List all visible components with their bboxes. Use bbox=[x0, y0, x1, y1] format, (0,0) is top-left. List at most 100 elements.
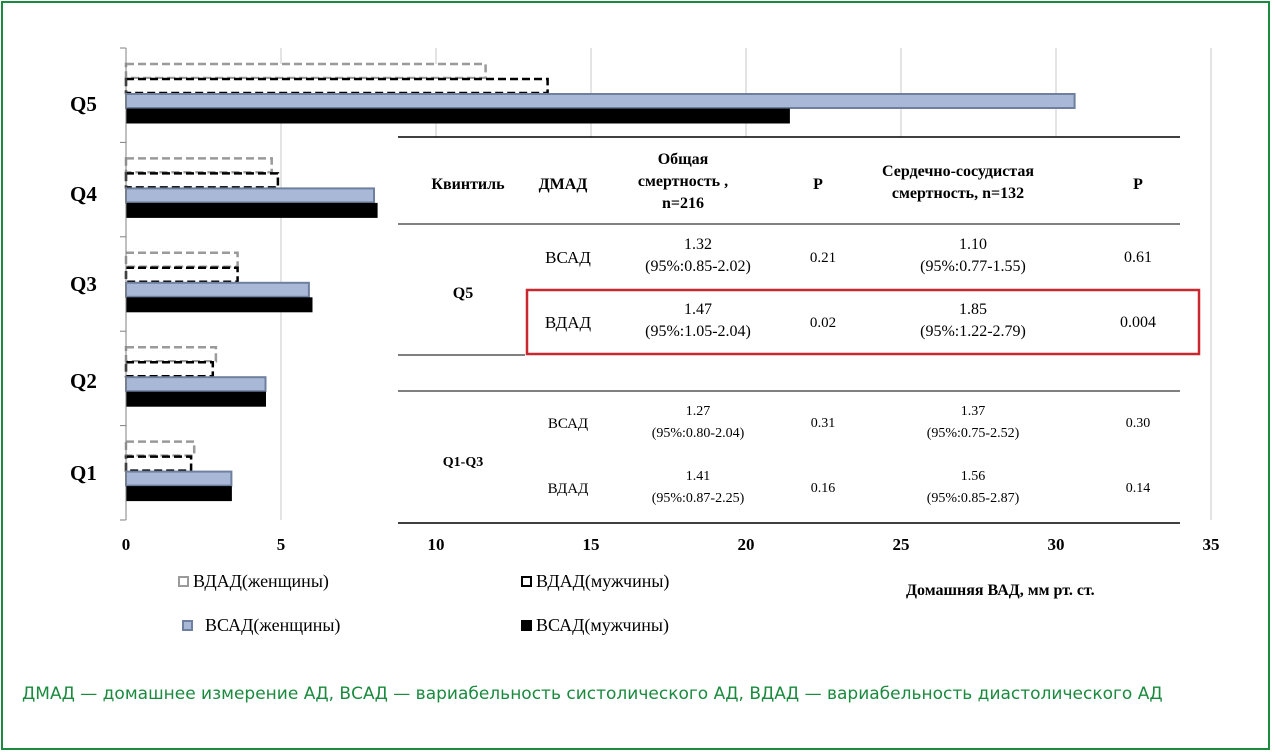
total-ci-value: (95%:0.80-2.04) bbox=[651, 426, 745, 441]
x-tick-label: 30 bbox=[1047, 535, 1065, 554]
bar-q1-series-0 bbox=[124, 440, 196, 457]
total-hr-value: 1.41 bbox=[685, 469, 711, 484]
category-label-q5: Q5 bbox=[70, 92, 97, 116]
bar-q5-series-2 bbox=[125, 93, 1076, 109]
legend-sbp-women: ВСАД(женщины) bbox=[182, 615, 340, 636]
header-cv-mortality: Сердечно-сосудистая смертность, n=132 bbox=[853, 161, 1063, 205]
header-p2: Р bbox=[1133, 176, 1143, 193]
bar-q4-series-1 bbox=[124, 172, 280, 189]
x-axis-label: Домашняя ВАД, мм рт. ст. bbox=[906, 582, 1095, 599]
row-cv-hr: 1.37 (95%:0.75-2.52) bbox=[878, 401, 1068, 445]
row-p1: 0.31 bbox=[810, 416, 836, 431]
bar-q1-series-3 bbox=[125, 486, 232, 502]
legend-swatch-dbp-men bbox=[521, 576, 532, 587]
total-hr-value: 1.32 bbox=[684, 236, 712, 253]
row-cv-hr: 1.56 (95%:0.85-2.87) bbox=[878, 466, 1068, 510]
bar-q2-series-2 bbox=[125, 376, 267, 393]
row-cv-hr: 1.10 (95%:0.77-1.55) bbox=[878, 234, 1068, 278]
legend-label-dbp-men: ВДАД(мужчины) bbox=[536, 571, 670, 591]
legend-label-sbp-men: ВСАД(мужчины) bbox=[536, 615, 669, 635]
row-p1: 0.21 bbox=[809, 250, 837, 266]
cv-hr-value: 1.85 bbox=[959, 301, 987, 318]
cv-hr-value: 1.10 bbox=[959, 236, 987, 253]
x-tick-label: 10 bbox=[427, 535, 445, 554]
cv-ci-value: (95%:0.77-1.55) bbox=[920, 258, 1026, 275]
results-table: Квинтиль ДМАД Общая смертность , n=216 Р… bbox=[398, 137, 1180, 525]
x-tick-label: 20 bbox=[737, 535, 755, 554]
figure-caption: ДМАД — домашнее измерение АД, ВСАД — вар… bbox=[22, 684, 1163, 704]
legend-swatch-dbp-women bbox=[178, 576, 189, 587]
header-cv-line-1: Сердечно-сосудистая bbox=[881, 163, 1034, 180]
legend-swatch-sbp-men bbox=[521, 620, 532, 631]
total-hr-value: 1.27 bbox=[685, 404, 711, 419]
header-total-line-3: n=216 bbox=[661, 195, 704, 212]
legend-swatch-sbp-women bbox=[182, 620, 193, 631]
category-label-q1: Q1 bbox=[70, 461, 97, 485]
header-p1: Р bbox=[813, 176, 823, 193]
header-total-line-2: смертность , bbox=[637, 173, 729, 190]
bar-q2-series-0 bbox=[124, 345, 218, 363]
cv-hr-value: 1.56 bbox=[960, 469, 986, 484]
category-label-q4: Q4 bbox=[70, 182, 97, 206]
bar-q3-series-0 bbox=[124, 251, 239, 269]
legend-dbp-women: ВДАД(женщины) bbox=[178, 571, 329, 592]
bar-q3-series-3 bbox=[125, 297, 313, 313]
category-label-q3: Q3 bbox=[70, 272, 97, 296]
cv-ci-value: (95%:0.75-2.52) bbox=[926, 426, 1020, 441]
row-total-hr: 1.47 (95%:1.05-2.04) bbox=[608, 299, 788, 343]
x-tick-label: 0 bbox=[121, 535, 131, 554]
row-method: ВДАД bbox=[544, 313, 592, 332]
row-p2: 0.61 bbox=[1124, 249, 1152, 266]
total-ci-value: (95%:0.85-2.02) bbox=[645, 258, 751, 275]
row-p1: 0.16 bbox=[810, 481, 836, 496]
bar-q2-series-1 bbox=[124, 360, 215, 378]
header-quintile: Квинтиль bbox=[431, 176, 505, 193]
bar-q5-series-1 bbox=[124, 77, 549, 95]
row-p2: 0.14 bbox=[1125, 481, 1151, 496]
bar-q3-series-1 bbox=[124, 266, 239, 284]
x-tick-label: 5 bbox=[276, 535, 286, 554]
total-hr-value: 1.47 bbox=[684, 301, 712, 318]
legend-label-dbp-women: ВДАД(женщины) bbox=[193, 571, 329, 591]
row-total-hr: 1.32 (95%:0.85-2.02) bbox=[608, 234, 788, 278]
bar-q1-series-1 bbox=[124, 455, 193, 472]
cv-ci-value: (95%:1.22-2.79) bbox=[920, 323, 1026, 340]
row-method: ВСАД bbox=[547, 416, 589, 432]
cv-ci-value: (95%:0.85-2.87) bbox=[926, 491, 1020, 506]
bar-chart bbox=[120, 47, 1212, 521]
group-quintile-q5: Q5 bbox=[452, 285, 474, 302]
legend-label-sbp-women: ВСАД(женщины) bbox=[205, 615, 341, 635]
row-method: ВСАД bbox=[545, 248, 591, 267]
group-quintile-q1-q3: Q1-Q3 bbox=[442, 455, 484, 470]
row-p2: 0.30 bbox=[1125, 416, 1151, 431]
row-cv-hr: 1.85 (95%:1.22-2.79) bbox=[878, 299, 1068, 343]
cv-hr-value: 1.37 bbox=[960, 404, 986, 419]
bar-q4-series-3 bbox=[125, 202, 378, 218]
bar-q2-series-3 bbox=[125, 391, 266, 407]
category-label-q2: Q2 bbox=[70, 369, 97, 393]
bar-q5-series-3 bbox=[125, 108, 790, 124]
row-p2: 0.004 bbox=[1120, 314, 1156, 331]
x-tick-label: 15 bbox=[582, 535, 600, 554]
bars bbox=[124, 62, 1076, 502]
header-cv-line-2: смертность, n=132 bbox=[891, 185, 1025, 202]
x-tick-label: 25 bbox=[892, 535, 910, 554]
bar-q1-series-2 bbox=[125, 470, 233, 487]
total-ci-value: (95%:0.87-2.25) bbox=[651, 491, 745, 506]
legend-dbp-men: ВДАД(мужчины) bbox=[521, 571, 669, 592]
x-tick-label: 35 bbox=[1202, 535, 1220, 554]
total-ci-value: (95%:1.05-2.04) bbox=[645, 323, 751, 340]
row-total-hr: 1.41 (95%:0.87-2.25) bbox=[608, 466, 788, 510]
bar-q4-series-0 bbox=[124, 157, 273, 174]
axes bbox=[120, 47, 127, 521]
header-method: ДМАД bbox=[538, 176, 588, 193]
header-total-mortality: Общая смертность , n=216 bbox=[608, 149, 758, 215]
bar-q3-series-2 bbox=[125, 281, 310, 298]
bar-q5-series-0 bbox=[124, 62, 487, 80]
bar-q4-series-2 bbox=[125, 187, 375, 204]
row-total-hr: 1.27 (95%:0.80-2.04) bbox=[608, 401, 788, 445]
row-p1: 0.02 bbox=[809, 315, 837, 331]
header-total-line-1: Общая bbox=[657, 151, 709, 168]
legend-sbp-men: ВСАД(мужчины) bbox=[521, 615, 669, 636]
